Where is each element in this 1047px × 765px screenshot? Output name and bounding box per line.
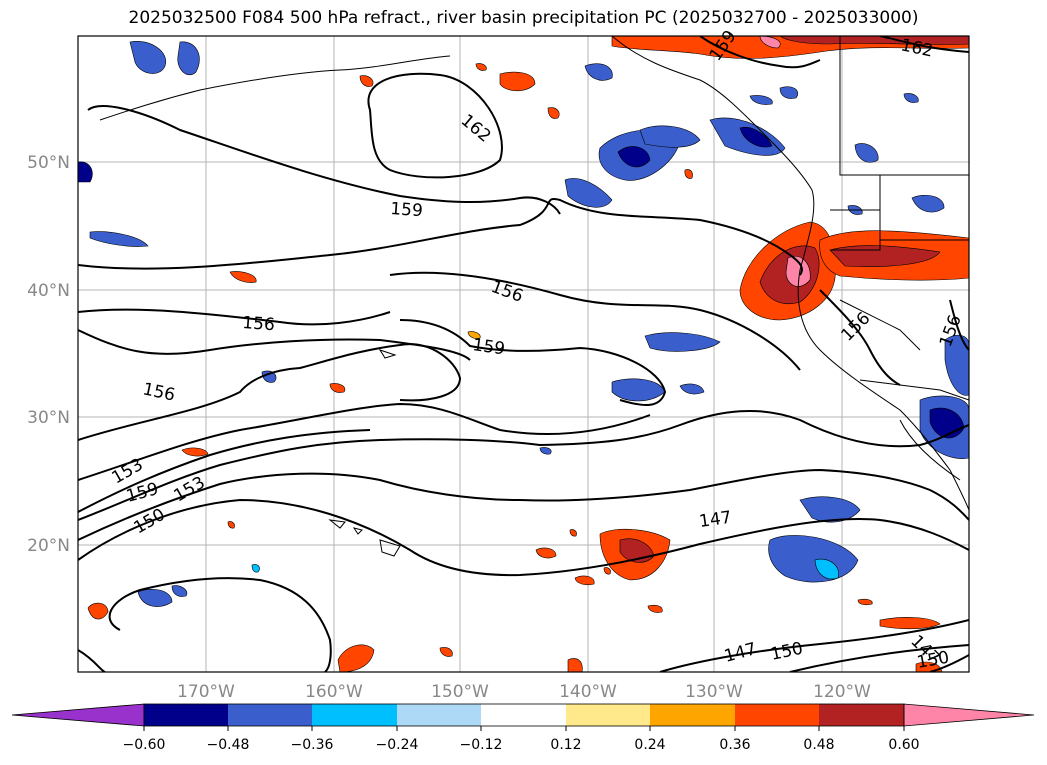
colorbar-tick-label: −0.12 <box>460 737 503 753</box>
colorbar-tick-label: −0.24 <box>376 737 419 753</box>
lon-label-160w: 160°W <box>305 682 363 702</box>
colorbar-segment <box>312 704 397 726</box>
colorbar-ticks <box>143 726 905 731</box>
colorbar-extend-high <box>903 703 1035 727</box>
positive-pc-areas <box>87 36 969 672</box>
colorbar-extend-low <box>11 703 145 727</box>
colorbar-segment <box>397 704 481 726</box>
colorbar-segment <box>566 704 650 726</box>
colorbar: −0.60 −0.48 −0.36 −0.24 −0.12 0.12 0.24 … <box>11 703 1035 753</box>
lon-label-130w: 130°W <box>685 682 743 702</box>
lat-label-40n: 40°N <box>27 281 70 301</box>
colorbar-segment <box>228 704 312 726</box>
colorbar-segment <box>481 704 566 726</box>
colorbar-tick-label: −0.36 <box>291 737 334 753</box>
lon-label-150w: 150°W <box>431 682 489 702</box>
colorbar-segment <box>144 704 228 726</box>
lon-label-170w: 170°W <box>177 682 235 702</box>
map-frame <box>77 35 970 673</box>
colorbar-tick-labels: −0.60 −0.48 −0.36 −0.24 −0.12 0.12 0.24 … <box>123 737 920 753</box>
refractivity-contours <box>78 36 969 672</box>
lat-label-30n: 30°N <box>27 408 70 428</box>
lon-label-120w: 120°W <box>813 682 871 702</box>
contour-label: 159 <box>390 199 424 221</box>
contour-label: 147 <box>698 508 733 532</box>
longitude-labels: 170°W 160°W 150°W 140°W 130°W 120°W <box>177 682 871 702</box>
latitude-labels: 50°N 40°N 30°N 20°N <box>27 153 70 556</box>
lat-label-20n: 20°N <box>27 536 70 556</box>
negative-pc-areas <box>78 41 969 607</box>
colorbar-tick-label: 0.24 <box>634 737 665 753</box>
colorbar-tick-label: 0.60 <box>888 737 919 753</box>
colorbar-outline <box>143 703 905 727</box>
colorbar-tick-label: 0.12 <box>550 737 581 753</box>
colorbar-tick-label: −0.48 <box>207 737 250 753</box>
coastlines <box>99 36 969 557</box>
contour-label: 156 <box>242 313 276 335</box>
contour-label: 159 <box>471 335 506 359</box>
colorbar-segment <box>819 704 904 726</box>
colorbar-tick-label: 0.48 <box>803 737 834 753</box>
lon-label-140w: 140°W <box>559 682 617 702</box>
colorbar-segment <box>735 704 819 726</box>
colorbar-tick-label: 0.36 <box>719 737 750 753</box>
map-title: 2025032500 F084 500 hPa refract., river … <box>128 8 919 28</box>
colorbar-segment <box>650 704 735 726</box>
lat-label-50n: 50°N <box>27 153 70 173</box>
colorbar-tick-label: −0.60 <box>123 737 166 753</box>
